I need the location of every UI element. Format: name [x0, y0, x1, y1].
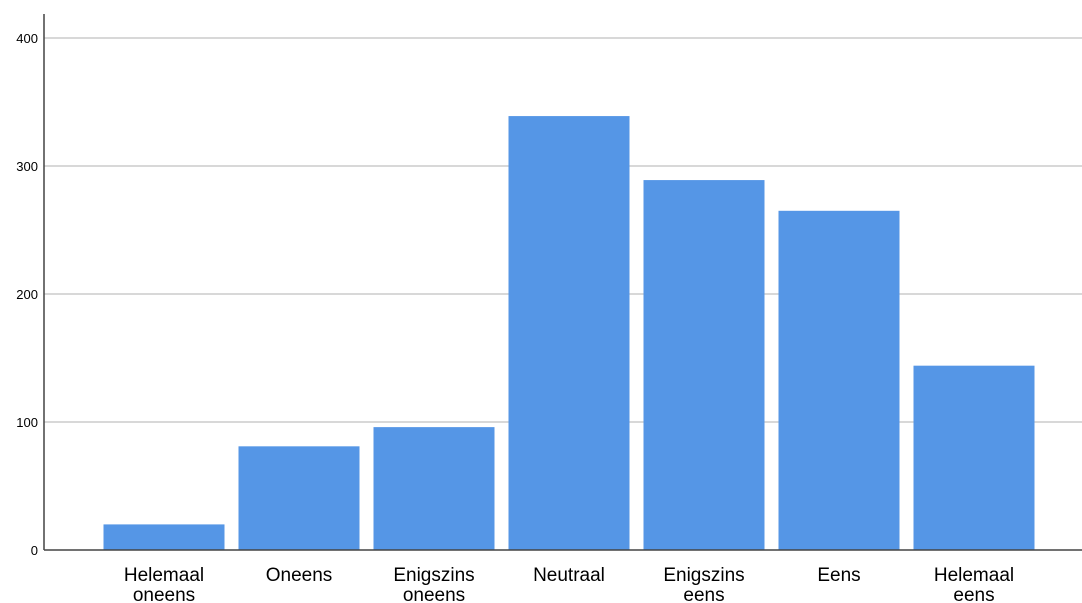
bar-4	[643, 180, 765, 550]
bar-5	[778, 210, 900, 551]
bar-1	[238, 446, 360, 550]
x-category-label-1: Oneens	[266, 565, 333, 586]
x-category-label-6: Helemaal eens	[934, 565, 1014, 603]
y-tick-label-300: 300	[16, 159, 38, 174]
x-category-label-3: Neutraal	[533, 565, 605, 586]
bar-0	[103, 524, 225, 550]
y-tick-labels: 0 100 200 300 400	[16, 31, 38, 558]
bar-2	[373, 427, 495, 550]
x-category-labels: Helemaal oneens Oneens Enigszins oneens Neutr…	[124, 565, 1014, 603]
bar-3	[508, 116, 630, 550]
bars	[103, 116, 1035, 551]
axes	[43, 14, 1082, 551]
x-category-label-5: Eens	[817, 565, 860, 586]
y-tick-label-100: 100	[16, 415, 38, 430]
y-tick-label-200: 200	[16, 287, 38, 302]
x-category-label-0: Helemaal oneens	[124, 565, 204, 603]
x-category-label-2: Enigszins oneens	[393, 565, 474, 603]
bar-6	[913, 365, 1035, 550]
x-category-label-4: Enigszins eens	[663, 565, 744, 603]
y-tick-label-400: 400	[16, 31, 38, 46]
y-tick-label-0: 0	[31, 543, 38, 558]
